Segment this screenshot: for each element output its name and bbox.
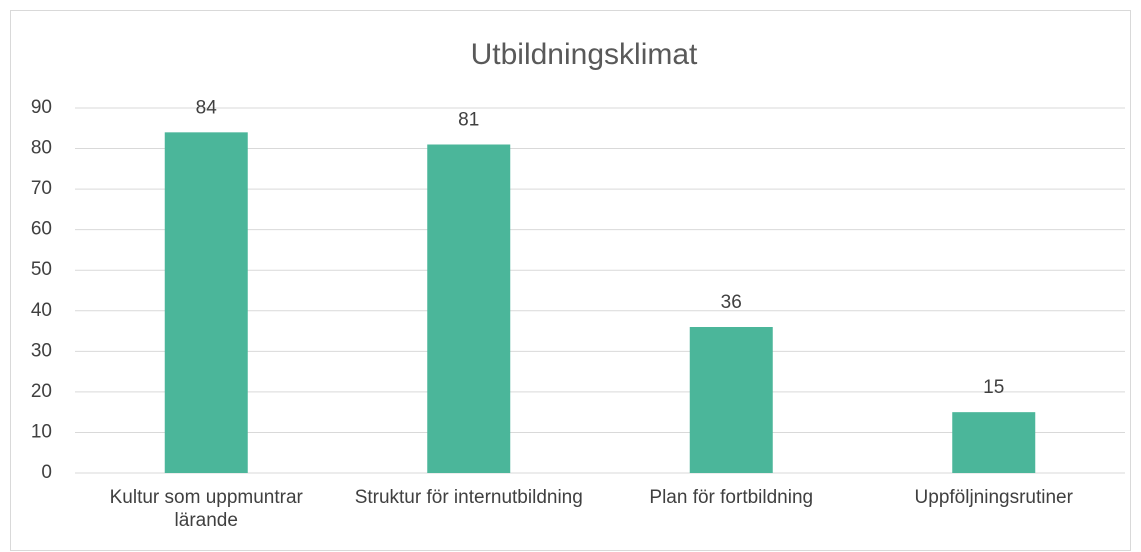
data-label: 81 bbox=[458, 110, 479, 131]
chart-title: Utbildningsklimat bbox=[471, 38, 698, 71]
data-label: 36 bbox=[721, 292, 742, 313]
y-tick-label: 60 bbox=[31, 219, 52, 240]
x-tick-label: Uppföljningsrutiner bbox=[914, 487, 1073, 508]
bar bbox=[164, 132, 248, 474]
y-tick-label: 70 bbox=[31, 178, 52, 199]
y-tick-label: 10 bbox=[31, 421, 52, 442]
bar bbox=[689, 327, 773, 473]
y-tick-label: 40 bbox=[31, 300, 52, 321]
y-tick-label: 50 bbox=[31, 259, 52, 280]
x-tick-label: Kultur som uppmuntrar lärande bbox=[109, 487, 303, 531]
data-label: 15 bbox=[983, 377, 1004, 398]
data-label: 84 bbox=[196, 97, 218, 118]
bar bbox=[952, 412, 1036, 473]
y-tick-label: 80 bbox=[31, 138, 52, 159]
x-tick-label: Struktur för internutbildning bbox=[354, 487, 583, 508]
x-tick-label: Plan för fortbildning bbox=[649, 487, 814, 508]
bar bbox=[427, 144, 511, 473]
y-tick-label: 30 bbox=[31, 340, 52, 361]
y-tick-label: 20 bbox=[31, 381, 52, 402]
y-tick-label: 0 bbox=[41, 462, 52, 483]
y-tick-label: 90 bbox=[31, 97, 52, 118]
